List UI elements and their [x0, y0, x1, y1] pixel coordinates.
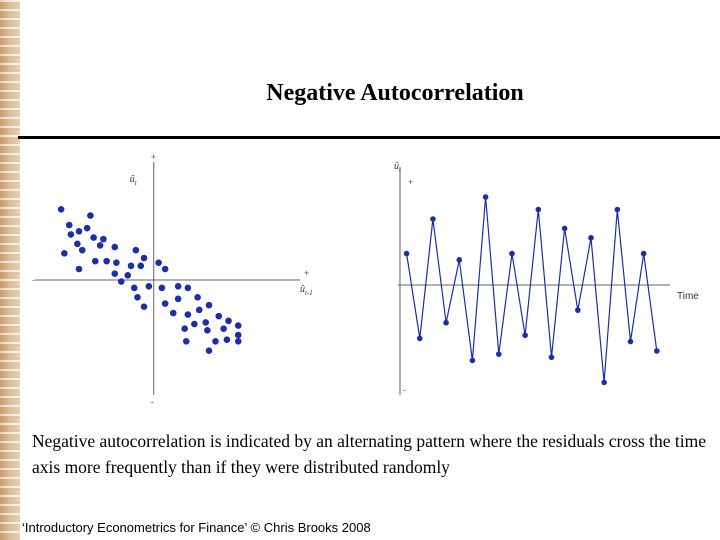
scatter-point	[194, 293, 201, 301]
time-series-line	[406, 196, 658, 383]
scatter-point	[75, 227, 83, 235]
scatter-point	[134, 293, 141, 301]
time-y-label: ût	[394, 161, 402, 174]
time-series-point	[535, 206, 542, 213]
time-series-point	[548, 354, 555, 361]
scatter-point	[87, 212, 94, 219]
time-series-point	[561, 225, 568, 232]
scatter-point	[182, 337, 190, 345]
scatter-point	[75, 265, 83, 273]
title-divider	[18, 136, 720, 139]
scatter-point	[220, 325, 227, 333]
time-minus-tick: -	[403, 385, 406, 395]
scatter-point	[113, 259, 120, 267]
scatter-point	[191, 320, 198, 328]
time-series-point	[403, 250, 410, 257]
scatter-point	[215, 312, 223, 320]
scatter-point	[234, 322, 242, 329]
scatter-minus-tick: -	[151, 397, 154, 407]
description-text: Negative autocorrelation is indicated by…	[32, 431, 706, 477]
scatter-point	[67, 231, 75, 238]
scatter-point	[205, 347, 213, 355]
scatter-point	[90, 234, 97, 241]
time-series-point	[588, 235, 594, 241]
scatter-point	[145, 282, 153, 290]
time-series-point	[654, 348, 660, 354]
footer-credit: ‘Introductory Econometrics for Finance’ …	[22, 520, 371, 535]
scatter-point	[204, 326, 211, 334]
time-series-point	[509, 250, 515, 257]
scatter-point	[169, 309, 177, 317]
time-series-point	[640, 250, 647, 257]
scatter-point	[202, 319, 210, 326]
time-series-point	[614, 206, 621, 213]
time-series-point	[416, 335, 423, 342]
scatter-point	[100, 235, 107, 243]
scatter-x-minus-tick: -	[32, 275, 35, 285]
scatter-point	[65, 221, 73, 229]
time-series-point	[522, 332, 528, 339]
scatter-point	[223, 336, 231, 344]
scatter-point	[184, 284, 192, 292]
scatter-point	[137, 262, 145, 270]
scatter-point	[158, 284, 166, 292]
time-series-point	[601, 379, 607, 386]
scatter-point	[61, 249, 68, 257]
scatter-point	[78, 246, 86, 254]
time-x-label: Time	[677, 291, 699, 302]
scatter-point	[174, 295, 182, 303]
scatter-point	[155, 259, 162, 267]
scatter-point	[225, 317, 232, 325]
time-series-point	[456, 257, 463, 263]
scatter-point	[195, 306, 203, 314]
scatter-point	[57, 205, 65, 213]
scatter-point	[124, 271, 132, 279]
scatter-point	[161, 300, 169, 307]
scatter-point	[83, 224, 91, 232]
scatter-point	[205, 301, 213, 309]
scatter-x-label: ût-1	[300, 284, 313, 297]
scatter-point	[111, 270, 119, 278]
decorative-left-strip	[0, 0, 20, 540]
scatter-point	[140, 254, 148, 262]
scatter-point	[234, 331, 242, 339]
time-series-point	[443, 319, 449, 326]
scatter-y-label: ût	[130, 174, 138, 187]
scatter-point	[212, 337, 219, 345]
scatter-point	[130, 284, 138, 292]
time-series-point	[430, 216, 436, 222]
scatter-point	[111, 243, 119, 251]
scatter-point	[74, 240, 81, 248]
scatter-point	[140, 303, 148, 311]
scatter-point	[181, 325, 188, 333]
scatter-point	[132, 246, 140, 254]
scatter-point	[174, 282, 182, 290]
scatter-plus-tick: +	[151, 152, 156, 162]
scatter-plot: + - - + ût ût-1	[32, 152, 313, 407]
scatter-point	[161, 265, 169, 273]
scatter-point	[117, 278, 125, 285]
time-series-point	[482, 194, 489, 200]
scatter-x-plus-tick: +	[304, 268, 309, 278]
time-series-point	[495, 351, 502, 357]
scatter-point	[103, 257, 110, 265]
time-series-plot: + - ût Time	[394, 161, 699, 395]
scatter-point	[91, 257, 99, 265]
time-series-point	[575, 307, 581, 313]
time-series-point	[469, 357, 476, 364]
scatter-point	[184, 311, 192, 318]
slide-title: Negative Autocorrelation	[266, 80, 524, 106]
scatter-point	[234, 337, 242, 345]
scatter-point	[127, 262, 135, 270]
time-series-point	[627, 338, 634, 345]
scatter-point	[96, 242, 104, 249]
time-plus-tick: +	[408, 177, 413, 187]
